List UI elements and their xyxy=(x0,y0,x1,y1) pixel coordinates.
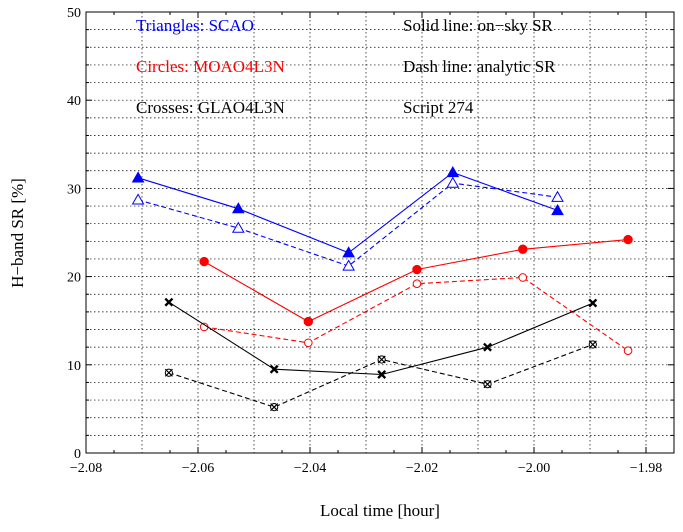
data-point xyxy=(304,338,313,348)
data-point xyxy=(269,364,279,374)
data-point xyxy=(588,340,597,349)
data-point-stroke xyxy=(164,297,174,307)
data-point xyxy=(231,221,245,233)
data-point-stroke xyxy=(483,342,492,352)
data-point xyxy=(199,256,209,267)
annotation-text: Circles: MOAO4L3N xyxy=(136,57,285,76)
annotation-text: Triangles: SCAO xyxy=(136,16,254,35)
data-point xyxy=(164,368,173,377)
data-point-stroke xyxy=(377,355,386,364)
x-axis-title: Local time [hour] xyxy=(320,501,440,520)
ticks: −2.08 −2.06 −2.04 −2.02 −2.00 −1.98 0 10 20 30 40 5… xyxy=(67,6,674,476)
data-point xyxy=(446,176,460,188)
data-point xyxy=(270,403,279,412)
y-tick-label: 0 xyxy=(74,447,81,462)
data-point xyxy=(377,370,387,379)
series-line xyxy=(204,276,629,352)
series-line xyxy=(168,301,594,376)
data-point xyxy=(412,279,422,288)
data-point xyxy=(551,190,564,202)
y-tick-label: 40 xyxy=(67,94,81,109)
x-tick-label: −2.04 xyxy=(294,461,326,476)
series-4 xyxy=(164,297,598,379)
y-tick-label: 10 xyxy=(67,359,81,374)
x-tick-label: −1.98 xyxy=(630,461,662,476)
annotation-text: Crosses: GLAO4L3N xyxy=(136,98,285,117)
y-tick-label: 50 xyxy=(67,6,81,21)
y-axis-title: H−band SR [%] xyxy=(8,178,27,288)
data-point xyxy=(231,202,245,214)
data-point xyxy=(412,264,422,275)
grid xyxy=(86,12,674,453)
data-point xyxy=(483,380,492,389)
annotation-text: Dash line: analytic SR xyxy=(403,57,556,76)
data-point-stroke xyxy=(164,368,173,377)
data-point xyxy=(342,246,356,258)
data-point xyxy=(131,171,145,183)
series-3 xyxy=(199,273,633,355)
data-point-stroke xyxy=(270,403,279,412)
data-point xyxy=(131,193,145,205)
x-tick-label: −2.00 xyxy=(518,461,550,476)
series-5 xyxy=(164,340,597,412)
series-0 xyxy=(131,166,564,258)
series-line xyxy=(137,171,558,254)
data-point-stroke xyxy=(377,370,387,379)
series-1 xyxy=(131,176,564,271)
x-tick-label: −2.08 xyxy=(70,461,102,476)
data-point-stroke xyxy=(483,380,492,389)
x-tick-label: −2.02 xyxy=(406,461,438,476)
data-point xyxy=(518,273,528,282)
series-layer xyxy=(131,166,633,412)
plot-frame xyxy=(85,11,675,454)
data-point xyxy=(588,298,598,308)
annotation-text: Solid line: on−sky SR xyxy=(403,16,554,35)
data-point xyxy=(342,259,356,271)
annotation-text: Script 274 xyxy=(403,98,474,117)
y-tick-label: 30 xyxy=(67,182,81,197)
data-point xyxy=(164,297,174,307)
data-point xyxy=(551,203,564,216)
data-point xyxy=(377,355,386,364)
x-tick-label: −2.06 xyxy=(182,461,214,476)
data-point-stroke xyxy=(588,340,597,349)
annotations: Triangles: SCAO Circles: MOAO4L3N Crosses:… xyxy=(136,16,556,117)
data-point xyxy=(518,244,528,254)
data-point-stroke xyxy=(269,364,279,374)
data-point xyxy=(303,316,314,327)
data-point xyxy=(446,166,460,178)
data-point xyxy=(483,342,492,352)
y-tick-label: 20 xyxy=(67,271,81,286)
series-2 xyxy=(199,234,633,327)
data-point-stroke xyxy=(588,298,598,308)
data-point xyxy=(623,346,633,355)
data-point xyxy=(623,234,633,245)
